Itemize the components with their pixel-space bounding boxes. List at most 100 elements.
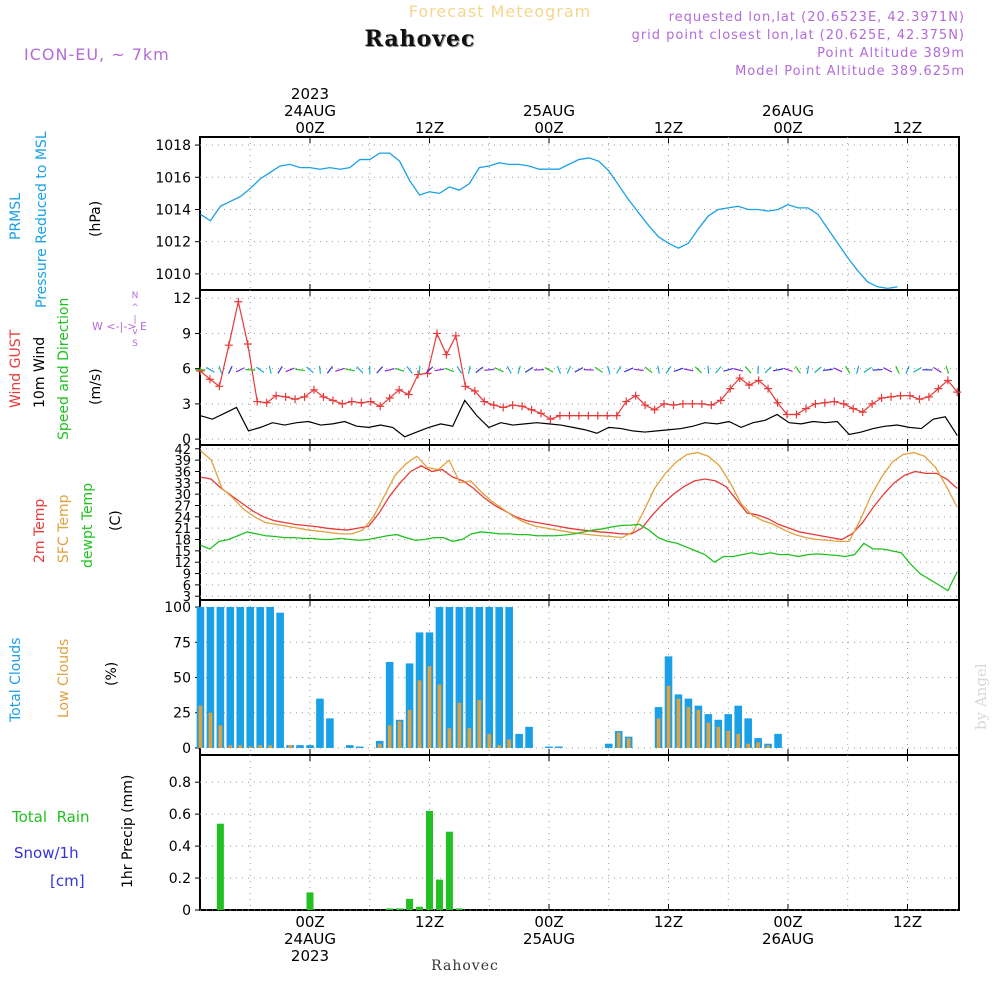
cloud-total-bar — [734, 705, 743, 748]
wind-gust-marker — [470, 386, 479, 395]
wind-gust-marker — [896, 391, 905, 400]
wind-gust-marker — [319, 392, 328, 401]
wind-gust-marker — [697, 399, 706, 408]
wind-gust-marker — [215, 382, 224, 391]
wind-gust-marker — [224, 341, 233, 350]
wind-gust-marker — [688, 399, 697, 408]
precip-bar — [396, 908, 404, 910]
cloud-total-bar — [246, 607, 255, 748]
pressure-line — [200, 152, 898, 290]
wind-gust-marker — [347, 397, 356, 406]
wind-direction-arrow — [806, 365, 810, 374]
wind-gust-marker — [726, 384, 735, 393]
wind-gust-marker — [432, 329, 441, 338]
cloud-low-bar — [268, 745, 272, 748]
cloud-total-bar — [485, 607, 494, 748]
wind-direction-arrow — [318, 365, 322, 374]
meteogram-title: Forecast Meteogram — [408, 2, 592, 21]
cloud-total-bar — [774, 733, 782, 748]
wind-gust-marker — [924, 392, 933, 401]
wind-direction-arrow — [707, 365, 710, 374]
y-tick-label-pressure: 1016 — [155, 170, 191, 186]
cloud-total-bar — [405, 663, 414, 748]
precip-bar — [435, 879, 443, 910]
cloud-total-bar — [555, 746, 563, 748]
wind-gust-marker — [499, 403, 508, 412]
wind-gust-marker — [300, 392, 309, 401]
wind-gust-marker — [830, 397, 839, 406]
requested-coordinates: requested lon,lat (20.6523E, 42.3971N) — [668, 10, 965, 25]
time-label-top: 00Z — [534, 119, 563, 137]
cloud-total-bar — [475, 607, 484, 748]
cloud-low-bar — [736, 733, 741, 748]
time-label-bottom: 26AUG — [762, 930, 814, 948]
wind-gust-marker — [262, 398, 271, 407]
wind-gust-marker — [385, 394, 394, 403]
wind-direction-arrow — [833, 367, 843, 373]
wind-direction-arrow — [657, 365, 660, 374]
wind-gust-marker — [905, 391, 914, 400]
precip-bar — [386, 908, 394, 910]
wind-gust-marker — [555, 411, 564, 420]
cloud-low-bar — [756, 742, 760, 748]
wind-direction-arrow — [235, 367, 245, 373]
cloud-low-bar — [248, 746, 253, 748]
panel-frame-clouds — [199, 599, 960, 756]
y-tick-label-precip: 0.6 — [169, 807, 191, 823]
wind-direction-arrow — [574, 367, 584, 373]
wind-gust-marker — [735, 374, 744, 383]
wind-gust-marker — [612, 411, 621, 420]
wind-direction-arrow — [524, 366, 534, 373]
wind-gust-marker — [584, 411, 593, 420]
y-tick-label-temp: 3 — [183, 590, 191, 605]
y-tick-label-temp: 36 — [174, 465, 191, 480]
y-tick-label-clouds: 75 — [173, 635, 191, 651]
wind-gust-marker — [934, 384, 943, 393]
precip-bar — [406, 898, 414, 910]
wind-direction-arrow — [245, 368, 256, 371]
wind-gust-marker — [461, 382, 470, 391]
panel-frame-wind — [199, 289, 960, 446]
wind-gust-marker — [414, 370, 423, 379]
wind-gust-marker — [820, 398, 829, 407]
wind-direction-arrow — [733, 368, 744, 372]
wind-direction-arrow — [665, 366, 672, 374]
wind-direction-arrow — [566, 365, 572, 374]
cloud-low-bar — [716, 726, 721, 748]
wind-direction-arrow — [456, 365, 463, 374]
precip-snow-label: Snow/1h — [14, 844, 79, 862]
wind-direction-arrow — [556, 365, 562, 374]
y-tick-label-wind: 0 — [182, 432, 191, 448]
time-label-top: 26AUG — [762, 102, 814, 120]
cloud-low-bar — [457, 702, 462, 748]
time-label-top: 12Z — [415, 119, 444, 137]
cloud-low-bar — [497, 745, 502, 748]
wind-gust-marker — [622, 397, 631, 406]
precip-bar — [445, 831, 453, 910]
cloud-total-bar — [505, 607, 513, 748]
wind-gust-marker — [395, 385, 404, 394]
cloud-total-bar — [236, 607, 245, 748]
cloud-low-bar — [208, 712, 213, 748]
wind-gust-marker — [754, 376, 763, 385]
wind-direction-arrow — [444, 367, 455, 373]
wind-direction-arrow — [814, 366, 822, 374]
cloud-total-bar — [226, 607, 235, 748]
cloud-total-bar — [266, 607, 274, 748]
cloud-low-bar — [626, 738, 631, 748]
wind-direction-arrow — [484, 368, 495, 371]
cloud-low-bar — [616, 732, 621, 748]
cloud-low-bar — [696, 709, 701, 748]
wind-direction-arrow — [783, 367, 793, 372]
wind-direction-arrow — [256, 366, 265, 374]
wind-direction-arrow — [206, 366, 215, 373]
wind-direction-arrow — [773, 368, 784, 372]
cloud-low-bar — [477, 700, 482, 748]
wind-gust-marker — [887, 392, 896, 401]
y-tick-label-clouds: 100 — [164, 600, 191, 616]
cloud-low-bar — [666, 685, 671, 748]
y-tick-label-temp: 21 — [174, 522, 191, 537]
wind-direction-arrow — [434, 368, 445, 372]
wind-gust-marker — [234, 297, 243, 306]
